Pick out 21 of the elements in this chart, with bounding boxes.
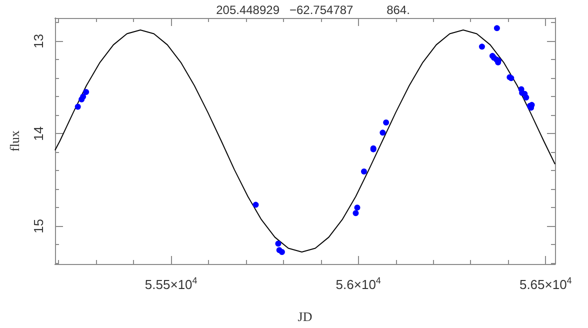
y-tick-label: 13 xyxy=(31,34,46,48)
point xyxy=(74,104,81,110)
y-tick-label: 14 xyxy=(31,126,46,141)
chart-title: 205.448929 −62.754787 864. xyxy=(216,3,410,17)
point xyxy=(352,210,359,216)
point xyxy=(83,88,90,95)
point xyxy=(354,204,360,211)
point xyxy=(380,130,386,136)
point xyxy=(360,168,367,175)
point xyxy=(478,44,485,50)
x-axis-title: JD xyxy=(298,309,312,324)
line-series xyxy=(54,30,556,252)
point xyxy=(523,94,530,101)
point xyxy=(275,240,282,247)
point xyxy=(383,120,390,126)
point xyxy=(278,248,285,255)
y-tick-label: 15 xyxy=(31,218,46,234)
point xyxy=(80,94,86,100)
y-axis-title: flux xyxy=(7,130,22,152)
point xyxy=(252,202,259,208)
point xyxy=(494,25,500,32)
